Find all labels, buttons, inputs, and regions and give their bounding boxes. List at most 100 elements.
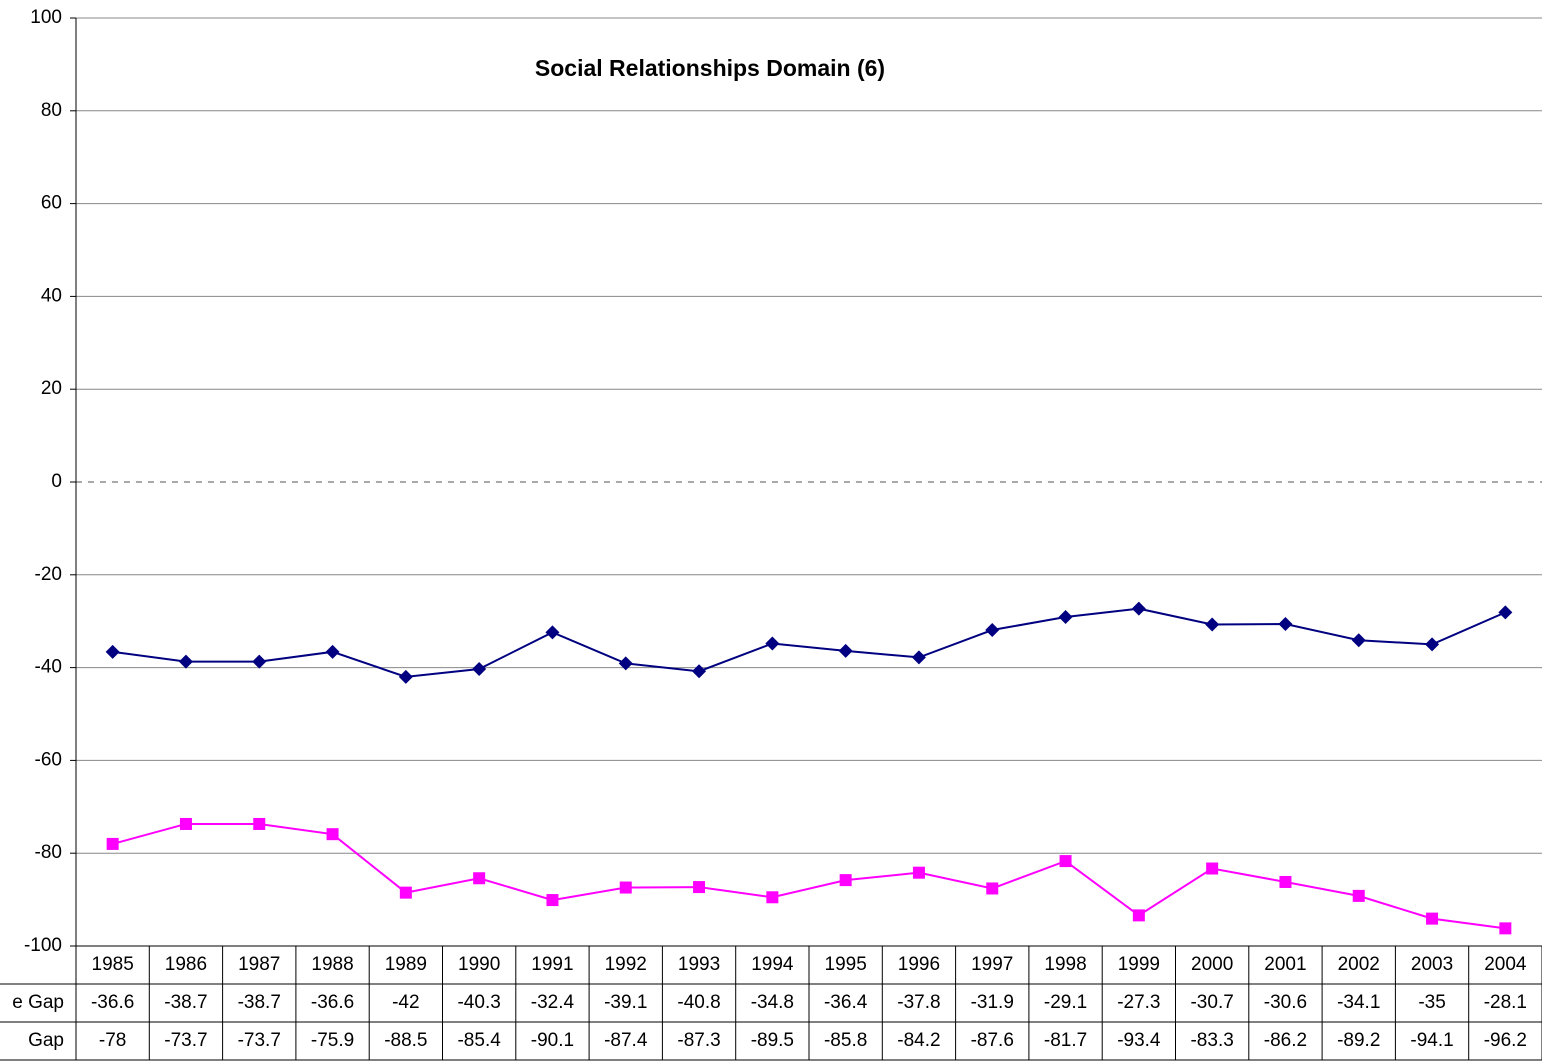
series-line — [112, 822, 1506, 930]
table-value: -89.5 — [751, 1030, 794, 1051]
point — [765, 636, 780, 651]
point — [1059, 855, 1072, 868]
point — [399, 886, 412, 899]
y-tick-label: 80 — [41, 100, 62, 121]
table-value: -96.2 — [1484, 1030, 1527, 1051]
x-tick-label: 1985 — [92, 954, 134, 975]
point — [912, 866, 925, 879]
chart-title: Social Relationships Domain (6) — [535, 55, 885, 81]
y-tick-label: -100 — [24, 935, 62, 956]
x-tick-label: 1987 — [238, 954, 280, 975]
table-value: -31.9 — [971, 992, 1014, 1013]
point — [619, 881, 632, 894]
legend-label: Gap — [28, 1030, 64, 1051]
point — [106, 837, 119, 850]
point — [179, 817, 192, 830]
x-tick-label: 2000 — [1191, 954, 1233, 975]
point — [326, 828, 339, 841]
table-value: -39.1 — [604, 992, 647, 1013]
point — [252, 654, 267, 669]
table-value: -32.4 — [531, 992, 575, 1013]
point — [545, 625, 560, 640]
table-value: -78 — [99, 1030, 126, 1051]
table-value: -40.3 — [457, 992, 500, 1013]
x-tick-label: 2002 — [1338, 954, 1380, 975]
table-value: -38.7 — [164, 992, 207, 1013]
point — [472, 661, 487, 676]
point — [1058, 610, 1073, 625]
point — [766, 891, 779, 904]
table-value: -81.7 — [1044, 1030, 1087, 1051]
table-value: -37.8 — [897, 992, 940, 1013]
table-value: -87.6 — [971, 1030, 1014, 1051]
table-value: -85.4 — [457, 1030, 501, 1051]
point — [1131, 601, 1146, 616]
table-value: -38.7 — [238, 992, 281, 1013]
point — [1498, 605, 1513, 620]
x-tick-label: 2001 — [1264, 954, 1306, 975]
point — [253, 817, 266, 830]
y-tick-label: 0 — [51, 471, 62, 492]
x-tick-label: 1991 — [531, 954, 573, 975]
point — [1279, 875, 1292, 888]
point — [911, 650, 926, 665]
legend-label: e Gap — [12, 992, 64, 1013]
y-tick-label: -60 — [35, 749, 62, 770]
x-tick-label: 1992 — [605, 954, 647, 975]
x-tick-label: 1998 — [1044, 954, 1086, 975]
table-value: -84.2 — [897, 1030, 940, 1051]
table-value: -73.7 — [238, 1030, 281, 1051]
y-tick-label: 40 — [41, 285, 62, 306]
y-tick-label: 60 — [41, 193, 62, 214]
point — [1351, 633, 1366, 648]
table-value: -36.4 — [824, 992, 868, 1013]
point — [473, 872, 486, 885]
x-tick-label: 1999 — [1118, 954, 1160, 975]
point — [178, 654, 193, 669]
x-tick-label: 1994 — [751, 954, 794, 975]
x-tick-label: 1986 — [165, 954, 207, 975]
table-value: -36.6 — [311, 992, 354, 1013]
table-value: -88.5 — [384, 1030, 427, 1051]
x-tick-label: 1996 — [898, 954, 940, 975]
y-tick-label: -20 — [35, 564, 62, 585]
point — [618, 656, 633, 671]
point — [1426, 912, 1439, 925]
point — [693, 881, 706, 894]
table-value: -34.8 — [751, 992, 794, 1013]
x-tick-label: 1993 — [678, 954, 720, 975]
point — [985, 623, 1000, 638]
table-value: -83.3 — [1190, 1030, 1233, 1051]
table-value: -93.4 — [1117, 1030, 1161, 1051]
y-tick-label: 20 — [41, 378, 62, 399]
point — [838, 643, 853, 658]
point — [1132, 909, 1145, 922]
x-tick-label: 2004 — [1484, 954, 1527, 975]
table-value: -34.1 — [1337, 992, 1380, 1013]
x-tick-label: 1997 — [971, 954, 1013, 975]
x-tick-label: 1988 — [311, 954, 353, 975]
table-value: -30.6 — [1264, 992, 1307, 1013]
point — [986, 882, 999, 895]
table-value: -73.7 — [164, 1030, 207, 1051]
point — [398, 669, 413, 684]
table-value: -42 — [392, 992, 419, 1013]
point — [692, 664, 707, 679]
table-value: -35 — [1418, 992, 1445, 1013]
point — [1278, 616, 1293, 631]
y-tick-label: 100 — [30, 7, 62, 28]
x-tick-label: 2003 — [1411, 954, 1453, 975]
table-value: -86.2 — [1264, 1030, 1307, 1051]
table-value: -94.1 — [1410, 1030, 1453, 1051]
table-value: -29.1 — [1044, 992, 1087, 1013]
point — [1352, 889, 1365, 902]
table-value: -75.9 — [311, 1030, 354, 1051]
table-value: -40.8 — [677, 992, 720, 1013]
point — [546, 894, 559, 907]
x-tick-label: 1990 — [458, 954, 500, 975]
point — [839, 874, 852, 887]
point — [105, 644, 120, 659]
table-value: -85.8 — [824, 1030, 867, 1051]
point — [1205, 617, 1220, 632]
